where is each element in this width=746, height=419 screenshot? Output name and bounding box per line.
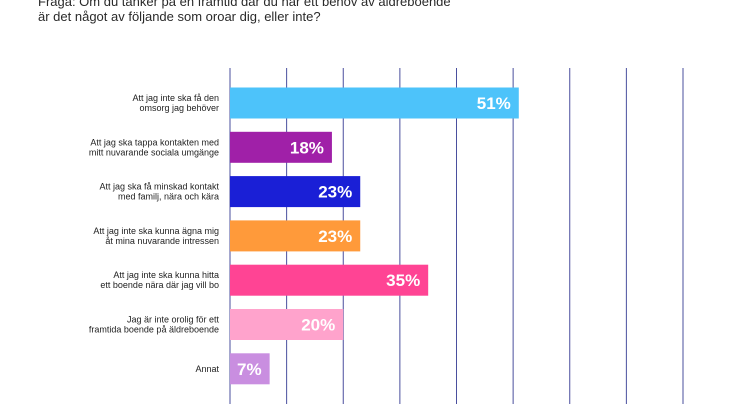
- bar: [230, 309, 344, 340]
- data-label: 35%: [386, 271, 420, 290]
- bar: [230, 176, 361, 208]
- category-label: Att jag inte ska få den omsorg jag behöve…: [132, 93, 219, 113]
- category-label: Att jag inte ska kunna hitta ett boende n…: [100, 270, 219, 290]
- category-label: Jag är inte orolig för ett framtida boend…: [89, 315, 220, 335]
- question-line-2: är det något av följande som oroar dig, …: [38, 9, 321, 24]
- question-title: Fråga: Om du tänker på en framtid där du…: [38, 0, 718, 24]
- data-label: 23%: [318, 183, 352, 202]
- bars: 51% 18% 23% 23% 35% 20% 7%: [230, 87, 519, 385]
- data-label: 20%: [301, 316, 335, 335]
- data-label: 18%: [290, 138, 324, 157]
- bar: [230, 87, 519, 119]
- category-label: Att jag ska tappa kontakten med mitt nuva…: [89, 137, 219, 157]
- category-labels: Att jag inte ska få den omsorg jag behöve…: [89, 93, 220, 374]
- bar: [230, 353, 270, 385]
- bar: [230, 131, 332, 163]
- data-label: 7%: [237, 360, 262, 379]
- category-label: Annat: [195, 364, 219, 374]
- category-label: Att jag ska få minskad kontakt med familj…: [99, 182, 219, 202]
- question-line-1: Fråga: Om du tänker på en framtid där du…: [38, 0, 451, 9]
- category-label: Att jag inte ska kunna ägna mig åt mina n…: [93, 226, 219, 246]
- data-label: 51%: [477, 94, 511, 113]
- data-label: 23%: [318, 227, 352, 246]
- bar: [230, 220, 361, 252]
- bar: [230, 264, 429, 296]
